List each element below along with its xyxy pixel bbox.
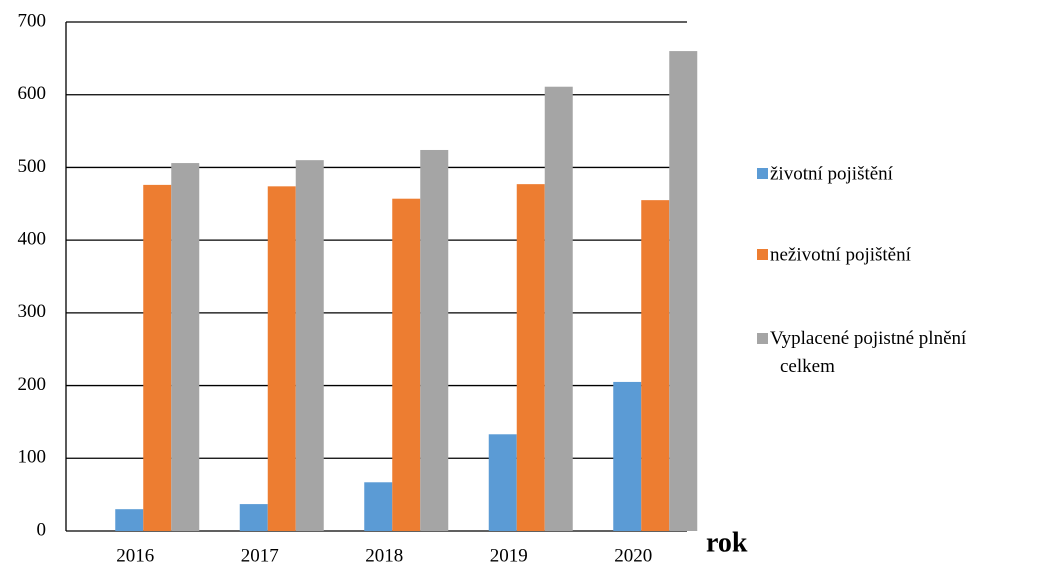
bar <box>420 149 449 531</box>
bar <box>239 504 268 531</box>
bar <box>364 482 393 531</box>
x-tick-label: 2016 <box>116 545 154 566</box>
bar <box>143 184 172 531</box>
y-tick-label: 700 <box>18 10 47 31</box>
y-tick-label: 400 <box>18 229 47 250</box>
legend-label: životní pojištění <box>770 163 894 184</box>
x-axis-label: rok <box>706 527 748 558</box>
x-tick-label: 2019 <box>490 545 528 566</box>
y-tick-label: 600 <box>18 83 47 104</box>
bar <box>295 160 324 531</box>
bar <box>516 184 545 531</box>
bar <box>613 381 642 531</box>
y-tick-label: 500 <box>18 156 47 177</box>
y-tick-label: 0 <box>37 519 47 540</box>
bar <box>267 186 296 531</box>
bar <box>544 86 573 532</box>
bar <box>171 163 200 531</box>
legend-label: Vyplacené pojistné plnění celkem <box>770 328 967 377</box>
bar <box>641 200 670 531</box>
legend-swatch <box>757 249 768 260</box>
bar <box>115 509 144 531</box>
y-tick-label: 100 <box>18 447 47 468</box>
y-tick-label: 200 <box>18 374 47 395</box>
y-tick-label: 300 <box>18 301 47 322</box>
legend-swatch <box>757 333 768 344</box>
x-tick-label: 2020 <box>614 545 652 566</box>
x-tick-label: 2017 <box>241 545 279 566</box>
legend-swatch <box>757 168 768 179</box>
x-tick-label: 2018 <box>365 545 403 566</box>
legend-label: neživotní pojištění <box>770 244 912 265</box>
bar <box>488 434 517 531</box>
bar <box>392 198 421 531</box>
bar <box>669 51 698 531</box>
